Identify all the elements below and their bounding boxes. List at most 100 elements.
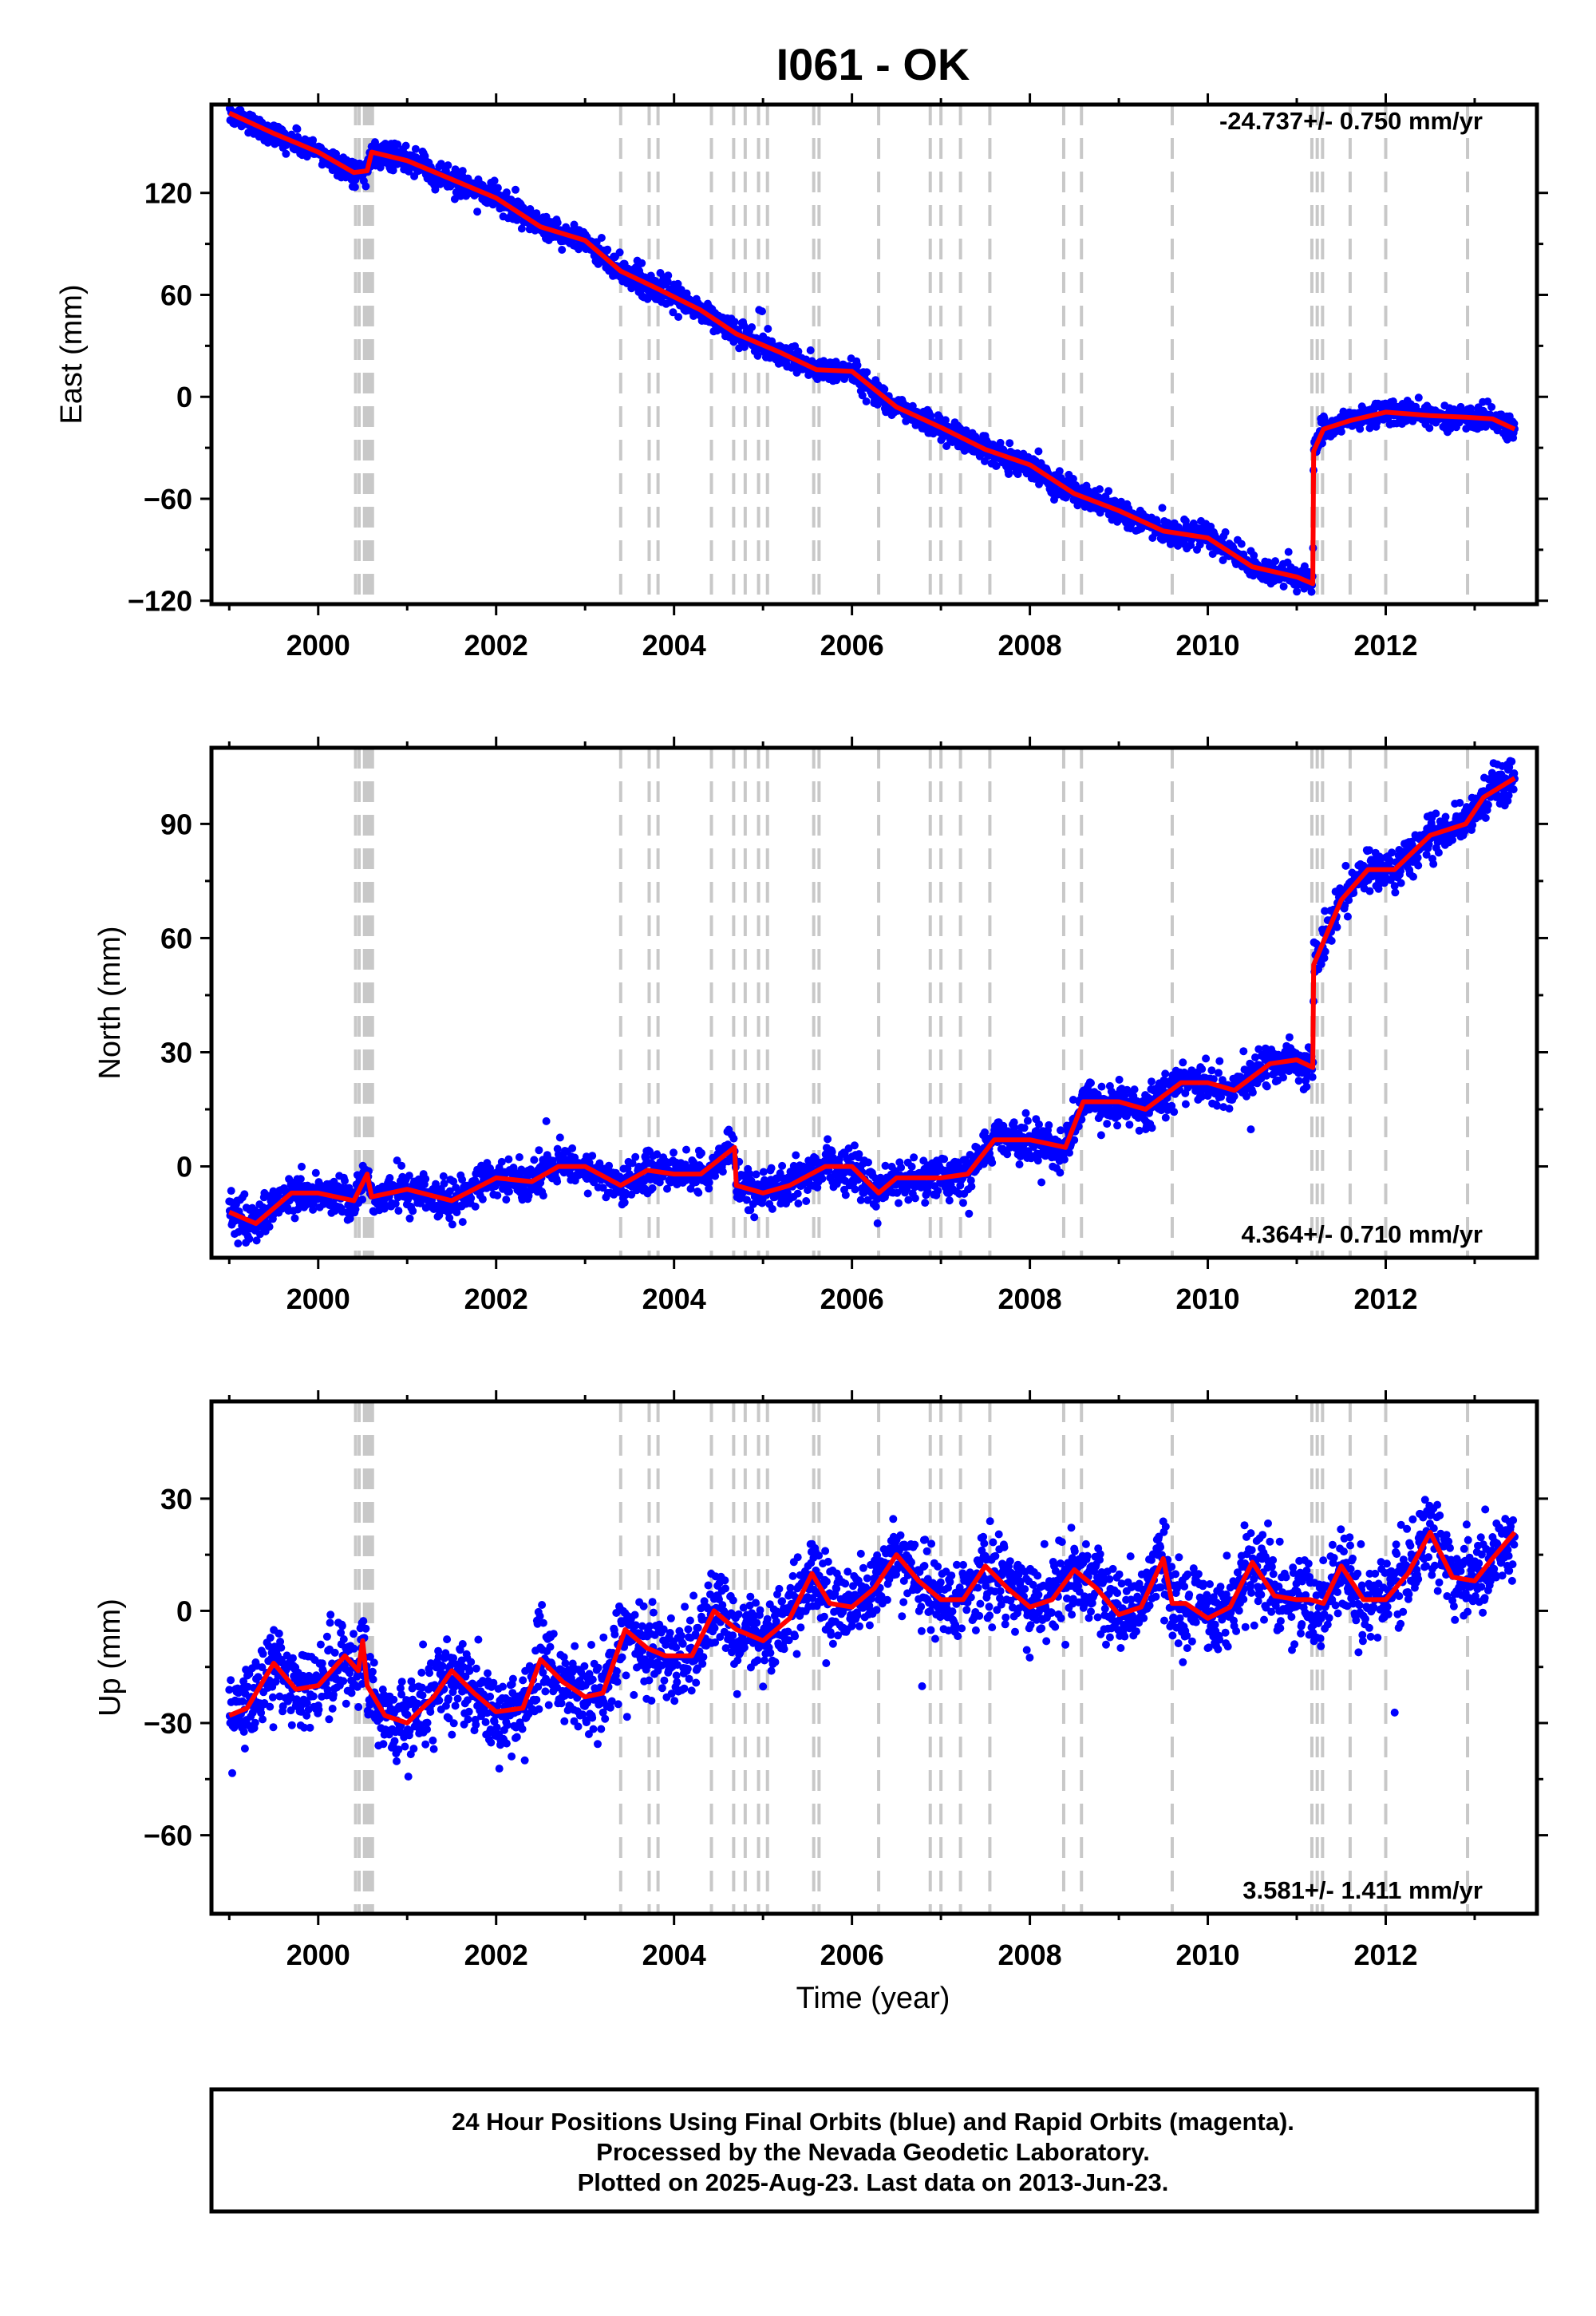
data-point (478, 1195, 487, 1203)
plot-area (211, 105, 1537, 604)
data-point (444, 161, 452, 170)
data-point (959, 1199, 967, 1207)
data-point (1230, 1092, 1238, 1101)
data-point (856, 1196, 865, 1204)
data-point (858, 391, 867, 400)
data-point (694, 1188, 703, 1197)
data-point (764, 325, 772, 333)
data-point (794, 347, 803, 356)
x-tick-label: 2006 (820, 629, 884, 662)
panels-layer: 2000 2002 2004 2006 2008 2010 2012−120−6006012… (55, 93, 1548, 2015)
data-point (674, 279, 682, 288)
data-point (862, 397, 871, 405)
data-point (394, 1207, 403, 1215)
data-point (458, 1218, 467, 1227)
data-point (1037, 1178, 1046, 1187)
data-point (1414, 393, 1423, 402)
data-point (341, 1176, 349, 1185)
data-point (504, 1155, 513, 1164)
data-point (794, 1199, 803, 1207)
data-point (934, 1187, 942, 1195)
data-point (1035, 1120, 1043, 1128)
data-point (669, 308, 678, 317)
data-point (1056, 1168, 1065, 1177)
data-point (631, 1152, 640, 1161)
data-point (1055, 467, 1064, 476)
data-point (1045, 1120, 1053, 1129)
data-point (493, 184, 502, 192)
data-point (467, 1194, 476, 1203)
data-point (298, 1162, 306, 1171)
data-point (530, 1156, 539, 1164)
data-point (1148, 1124, 1156, 1132)
data-point (1284, 547, 1293, 556)
data-point (1057, 1126, 1065, 1135)
data-point (806, 346, 815, 354)
data-point (1020, 1124, 1029, 1132)
data-point (1302, 1082, 1311, 1091)
data-point (864, 1158, 872, 1167)
data-point (941, 416, 950, 425)
data-point (515, 1153, 523, 1161)
data-point (988, 1158, 997, 1167)
data-point (539, 1192, 547, 1200)
data-point (674, 313, 683, 322)
data-point (880, 385, 889, 393)
data-point (1248, 1088, 1257, 1097)
data-point (1215, 1069, 1223, 1077)
y-tick-label: 0 (176, 381, 192, 413)
data-point (863, 368, 871, 377)
panel-1: 2000 2002 2004 2006 2008 2010 2012−120−6006012… (55, 93, 1548, 662)
data-point (385, 1174, 394, 1182)
y-axis-label: East (mm) (55, 284, 89, 424)
data-point (1487, 403, 1496, 411)
data-point (1279, 1073, 1287, 1082)
data-point (1115, 1075, 1124, 1084)
data-point (802, 1197, 811, 1205)
x-tick-label: 2008 (998, 629, 1062, 662)
data-point (505, 1188, 513, 1196)
data-point (234, 1239, 243, 1248)
data-point (296, 1175, 305, 1184)
data-point (240, 1190, 249, 1199)
data-point (907, 1162, 916, 1171)
data-point (1215, 1057, 1224, 1065)
data-point (361, 182, 370, 191)
data-point (895, 1199, 903, 1207)
data-point (921, 1199, 930, 1207)
data-point (615, 248, 624, 257)
data-point (1015, 1160, 1024, 1168)
data-point (1202, 1054, 1211, 1063)
data-point (450, 195, 459, 204)
data-point (421, 1175, 430, 1184)
data-point (730, 318, 739, 326)
data-point (750, 1213, 759, 1222)
data-point (1034, 447, 1043, 456)
data-point (1237, 539, 1246, 548)
data-point (1161, 1069, 1170, 1078)
data-point (293, 124, 302, 133)
data-point (1096, 1131, 1105, 1140)
data-point (265, 1223, 274, 1231)
data-point (1148, 1077, 1156, 1086)
data-point (448, 1220, 456, 1229)
data-point (553, 219, 562, 227)
data-point (1130, 1085, 1139, 1094)
data-point (897, 1163, 906, 1172)
data-point (697, 1148, 705, 1157)
data-point (753, 351, 762, 360)
data-point (853, 361, 862, 370)
x-tick-label: 2002 (464, 629, 528, 662)
data-point (759, 1168, 768, 1176)
data-point (458, 167, 467, 176)
data-point (245, 1235, 254, 1243)
data-point (397, 1161, 406, 1170)
data-point (1103, 1120, 1112, 1128)
data-point (758, 307, 766, 316)
data-point (405, 1214, 414, 1223)
data-point (841, 1191, 850, 1199)
y-tick-label: 120 (144, 177, 192, 210)
data-point (664, 271, 673, 280)
data-point (1181, 1100, 1190, 1109)
data-point (873, 1219, 882, 1227)
